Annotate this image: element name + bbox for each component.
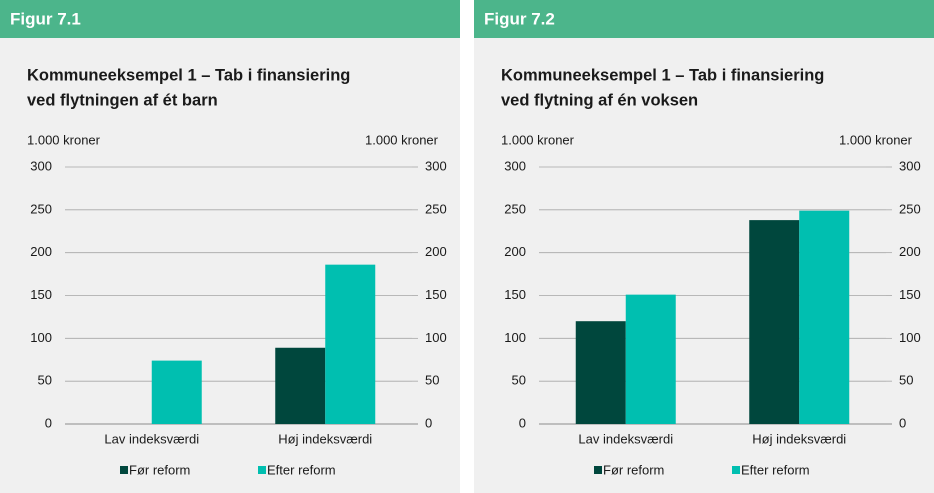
legend-swatch: [594, 466, 602, 474]
chart-title: Kommuneeksempel 1 – Tab i finansiering: [27, 66, 350, 84]
y-tick-label: 50: [512, 373, 526, 388]
y-tick-label: 200: [30, 244, 52, 259]
y2-axis-label: 1.000 kroner: [365, 132, 439, 147]
y2-tick-label: 150: [899, 287, 921, 302]
chart-title: ved flytning af én voksen: [501, 91, 698, 109]
bar: [799, 210, 850, 424]
figure-header: [474, 0, 934, 38]
legend-label: Efter reform: [267, 462, 336, 477]
chart-title: Kommuneeksempel 1 – Tab i finansiering: [501, 66, 824, 84]
bar: [575, 321, 626, 424]
bar: [151, 360, 202, 424]
y2-tick-label: 100: [899, 330, 921, 345]
bar: [749, 220, 800, 424]
y2-tick-label: 300: [899, 158, 921, 173]
y-tick-label: 100: [504, 330, 526, 345]
y2-tick-label: 300: [425, 158, 447, 173]
y-axis-label: 1.000 kroner: [501, 132, 575, 147]
chart-panel: Figur 7.2 Kommuneeksempel 1 – Tab i finan…: [474, 0, 934, 493]
panel-background: [474, 0, 934, 493]
y2-tick-label: 200: [425, 244, 447, 259]
y-tick-label: 50: [38, 373, 52, 388]
y2-tick-label: 100: [425, 330, 447, 345]
y2-tick-label: 250: [425, 201, 447, 216]
figure-label: Figur 7.1: [10, 9, 81, 28]
legend-label: Efter reform: [741, 462, 810, 477]
y2-tick-label: 250: [899, 201, 921, 216]
y2-tick-label: 150: [425, 287, 447, 302]
y2-axis-label: 1.000 kroner: [839, 132, 913, 147]
y2-tick-label: 200: [899, 244, 921, 259]
bar: [325, 264, 376, 424]
figure-header: [0, 0, 460, 38]
y-tick-label: 100: [30, 330, 52, 345]
legend-swatch: [120, 466, 128, 474]
x-tick-label: Høj indeksværdi: [278, 431, 372, 446]
legend-label: Før reform: [129, 462, 190, 477]
y-tick-label: 0: [45, 415, 52, 430]
x-tick-label: Lav indeksværdi: [578, 431, 673, 446]
y-tick-label: 250: [30, 201, 52, 216]
legend-swatch: [258, 466, 266, 474]
y-tick-label: 0: [519, 415, 526, 430]
bar: [275, 347, 326, 424]
y-tick-label: 150: [504, 287, 526, 302]
y-tick-label: 250: [504, 201, 526, 216]
y-tick-label: 300: [30, 158, 52, 173]
y2-tick-label: 50: [899, 373, 913, 388]
y-tick-label: 300: [504, 158, 526, 173]
legend-label: Før reform: [603, 462, 664, 477]
y2-tick-label: 0: [425, 415, 432, 430]
legend-swatch: [732, 466, 740, 474]
y-tick-label: 200: [504, 244, 526, 259]
x-tick-label: Lav indeksværdi: [104, 431, 199, 446]
figure-label: Figur 7.2: [484, 9, 555, 28]
chart-title: ved flytningen af ét barn: [27, 91, 218, 109]
y-axis-label: 1.000 kroner: [27, 132, 101, 147]
chart-panel: Figur 7.1 Kommuneeksempel 1 – Tab i finan…: [0, 0, 460, 493]
y2-tick-label: 0: [899, 415, 906, 430]
x-tick-label: Høj indeksværdi: [752, 431, 846, 446]
panel-background: [0, 0, 460, 493]
y-tick-label: 150: [30, 287, 52, 302]
bar: [625, 294, 676, 424]
y2-tick-label: 50: [425, 373, 439, 388]
